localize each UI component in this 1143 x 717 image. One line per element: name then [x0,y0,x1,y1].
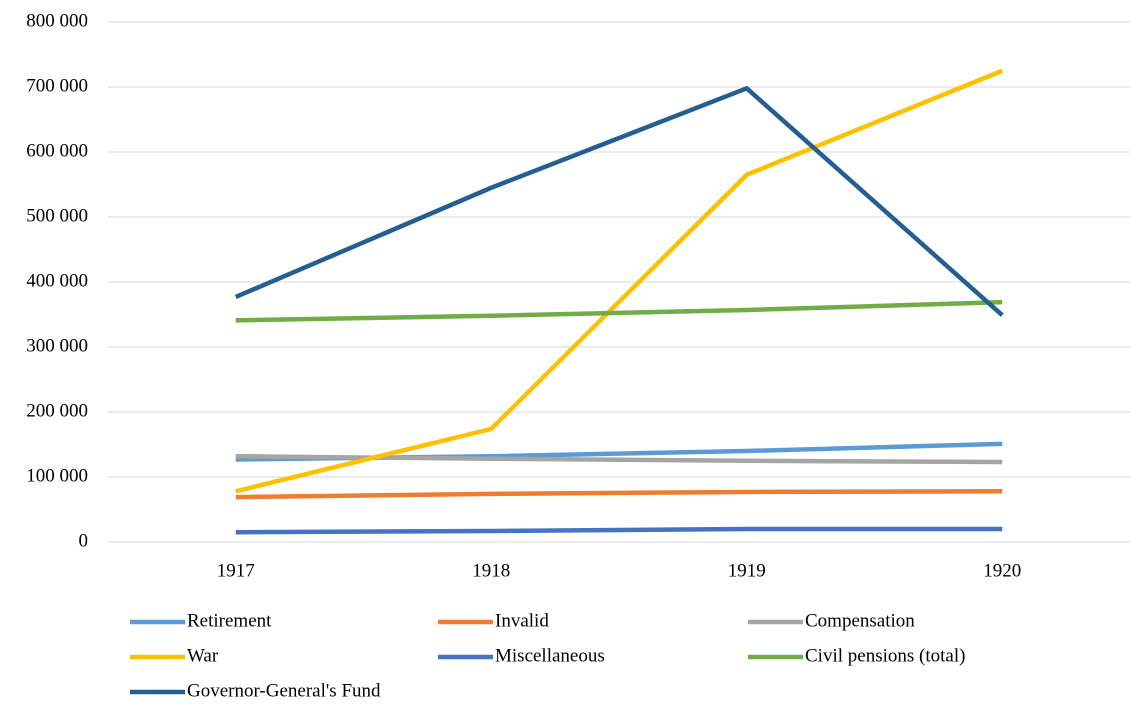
x-tick-label: 1919 [728,560,766,581]
y-tick-label: 800 000 [26,10,88,31]
y-tick-label: 500 000 [26,205,88,226]
y-tick-label: 600 000 [26,140,88,161]
y-tick-label: 0 [79,530,89,551]
x-tick-label: 1917 [217,560,255,581]
series-line [235,299,1003,323]
series-line [234,86,1004,317]
series-line [235,489,1003,500]
legend-label: Compensation [805,610,915,631]
legend-label: Miscellaneous [495,645,605,666]
y-tick-label: 400 000 [26,270,88,291]
x-tick-label: 1920 [983,560,1021,581]
legend-label: Invalid [495,610,549,631]
y-tick-label: 200 000 [26,400,88,421]
series-line [235,68,1004,494]
x-tick-label: 1918 [472,560,510,581]
series-line [235,526,1003,535]
y-tick-label: 700 000 [26,75,88,96]
legend-label: Governor-General's Fund [187,680,381,701]
legend-label: War [187,645,219,666]
legend-label: Civil pensions (total) [805,645,965,666]
y-tick-label: 300 000 [26,335,88,356]
y-tick-label: 100 000 [26,465,88,486]
series-line [235,453,1003,465]
legend-label: Retirement [187,610,272,631]
